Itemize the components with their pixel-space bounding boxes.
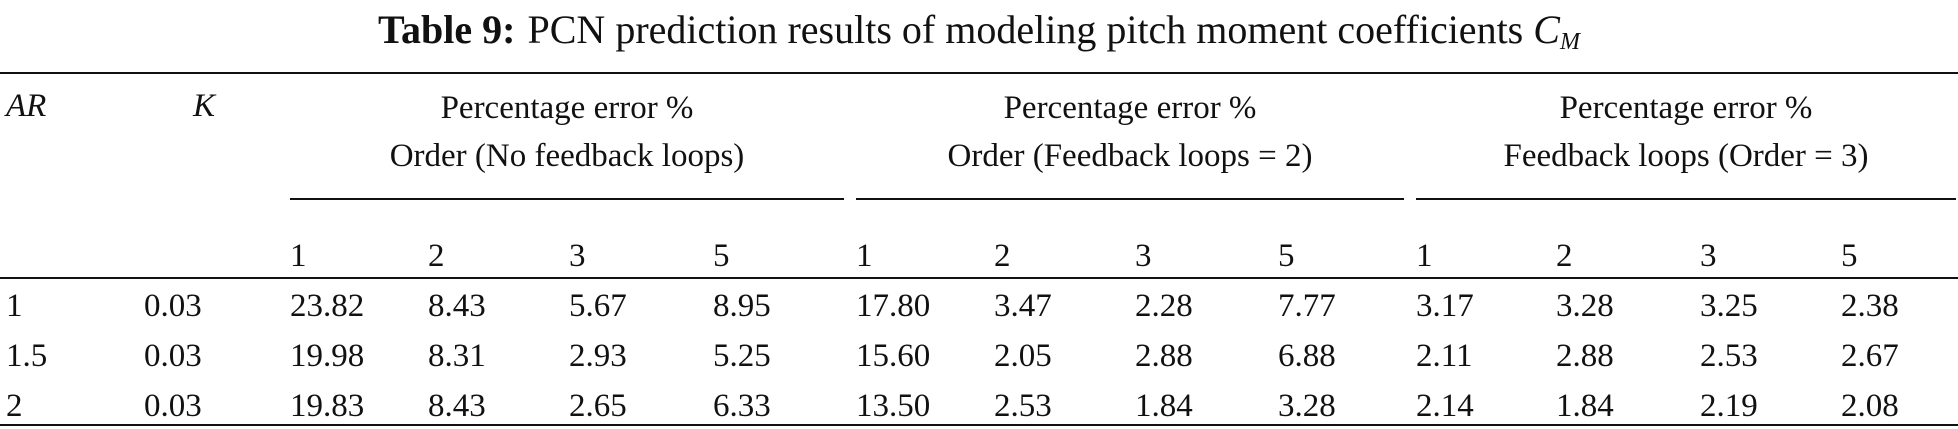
table-cell: 3.28	[1278, 388, 1336, 424]
column-header: 1	[856, 238, 873, 274]
table-cell: 1.5	[6, 338, 48, 374]
table-cell: 3.25	[1700, 288, 1758, 324]
table-cell: 8.43	[428, 288, 486, 324]
table-caption: PCN prediction results of modeling pitch…	[527, 7, 1524, 52]
column-header: 5	[1278, 238, 1295, 274]
header-cell: AR	[6, 88, 47, 124]
table-cell: 2.53	[1700, 338, 1758, 374]
column-header: 5	[1841, 238, 1858, 274]
table-label: Table 9:	[378, 7, 516, 52]
column-header: 3	[1135, 238, 1152, 274]
group-rule	[1416, 198, 1956, 200]
table-cell: 2.65	[569, 388, 627, 424]
table-cell: 6.88	[1278, 338, 1336, 374]
table-cell: 3.28	[1556, 288, 1614, 324]
table-title: Table 9: PCN prediction results of modeli…	[0, 6, 1958, 66]
table-cell: 2	[6, 388, 23, 424]
table-cell: 2.05	[994, 338, 1052, 374]
column-header: 3	[569, 238, 586, 274]
table-cell: 13.50	[856, 388, 931, 424]
column-header: 2	[994, 238, 1011, 274]
table-cell: 2.93	[569, 338, 627, 374]
table-cell: 2.88	[1135, 338, 1193, 374]
caption-symbol: C	[1533, 7, 1560, 52]
table-cell: 8.43	[428, 388, 486, 424]
column-header: 5	[713, 238, 730, 274]
table-cell: 1.84	[1556, 388, 1614, 424]
table-cell: 2.08	[1841, 388, 1899, 424]
table-cell: 2.38	[1841, 288, 1899, 324]
column-header: 1	[290, 238, 307, 274]
table-cell: 17.80	[856, 288, 931, 324]
table-cell: 6.33	[713, 388, 771, 424]
table-cell: 0.03	[144, 388, 202, 424]
mid-rule	[0, 277, 1958, 279]
table-cell: 7.77	[1278, 288, 1336, 324]
table-cell: 1.84	[1135, 388, 1193, 424]
table-cell: 2.14	[1416, 388, 1474, 424]
table-cell: 15.60	[856, 338, 931, 374]
table-cell: 2.53	[994, 388, 1052, 424]
table-cell: 3.47	[994, 288, 1052, 324]
table-cell: 19.98	[290, 338, 365, 374]
header-cell: K	[192, 88, 216, 124]
column-header: 1	[1416, 238, 1433, 274]
table-cell: 5.25	[713, 338, 771, 374]
column-header: 3	[1700, 238, 1717, 274]
group-title: Percentage error %	[440, 90, 694, 126]
group-rule	[856, 198, 1404, 200]
table-cell: 19.83	[290, 388, 365, 424]
table-cell: 3.17	[1416, 288, 1474, 324]
table-cell: 8.31	[428, 338, 486, 374]
bottom-rule	[0, 424, 1958, 426]
caption-subscript: M	[1559, 29, 1580, 55]
group-rule	[290, 198, 844, 200]
table-cell: 23.82	[290, 288, 365, 324]
table-cell: 5.67	[569, 288, 627, 324]
table-cell: 2.28	[1135, 288, 1193, 324]
column-header: 2	[1556, 238, 1573, 274]
group-title: Percentage error %	[1003, 90, 1257, 126]
table-cell: 2.67	[1841, 338, 1899, 374]
table-cell: 2.11	[1416, 338, 1473, 374]
table-cell: 2.19	[1700, 388, 1758, 424]
group-subtitle: Order (Feedback loops = 2)	[947, 138, 1313, 174]
table-cell: 0.03	[144, 288, 202, 324]
table-cell: 0.03	[144, 338, 202, 374]
group-title: Percentage error %	[1559, 90, 1813, 126]
table-cell: 2.88	[1556, 338, 1614, 374]
group-subtitle: Feedback loops (Order = 3)	[1503, 138, 1869, 174]
column-header: 2	[428, 238, 445, 274]
top-rule	[0, 72, 1958, 74]
table-cell: 8.95	[713, 288, 771, 324]
group-subtitle: Order (No feedback loops)	[389, 138, 745, 174]
table-cell: 1	[6, 288, 23, 324]
